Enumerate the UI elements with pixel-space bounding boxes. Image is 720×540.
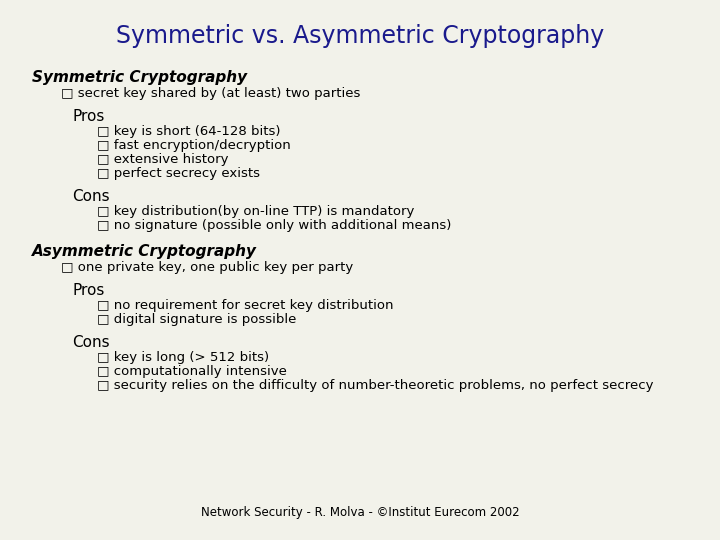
Text: Cons: Cons	[72, 335, 109, 350]
Text: Cons: Cons	[72, 189, 109, 204]
Text: □ secret key shared by (at least) two parties: □ secret key shared by (at least) two pa…	[61, 87, 361, 100]
Text: Pros: Pros	[72, 283, 104, 298]
Text: □ computationally intensive: □ computationally intensive	[97, 365, 287, 378]
Text: Network Security - R. Molva - ©Institut Eurecom 2002: Network Security - R. Molva - ©Institut …	[201, 507, 519, 519]
Text: □ security relies on the difficulty of number-theoretic problems, no perfect sec: □ security relies on the difficulty of n…	[97, 379, 654, 392]
Text: □ no signature (possible only with additional means): □ no signature (possible only with addit…	[97, 219, 451, 232]
Text: □ key is long (> 512 bits): □ key is long (> 512 bits)	[97, 351, 269, 364]
Text: Asymmetric Cryptography: Asymmetric Cryptography	[32, 244, 258, 259]
Text: □ perfect secrecy exists: □ perfect secrecy exists	[97, 167, 260, 180]
Text: □ no requirement for secret key distribution: □ no requirement for secret key distribu…	[97, 299, 394, 312]
Text: □ digital signature is possible: □ digital signature is possible	[97, 313, 297, 326]
Text: □ fast encryption/decryption: □ fast encryption/decryption	[97, 139, 291, 152]
Text: Symmetric Cryptography: Symmetric Cryptography	[32, 70, 248, 85]
Text: Symmetric vs. Asymmetric Cryptography: Symmetric vs. Asymmetric Cryptography	[116, 24, 604, 48]
Text: □ extensive history: □ extensive history	[97, 153, 229, 166]
Text: □ key is short (64-128 bits): □ key is short (64-128 bits)	[97, 125, 281, 138]
Text: □ key distribution(by on-line TTP) is mandatory: □ key distribution(by on-line TTP) is ma…	[97, 205, 415, 218]
Text: Pros: Pros	[72, 109, 104, 124]
Text: □ one private key, one public key per party: □ one private key, one public key per pa…	[61, 261, 354, 274]
